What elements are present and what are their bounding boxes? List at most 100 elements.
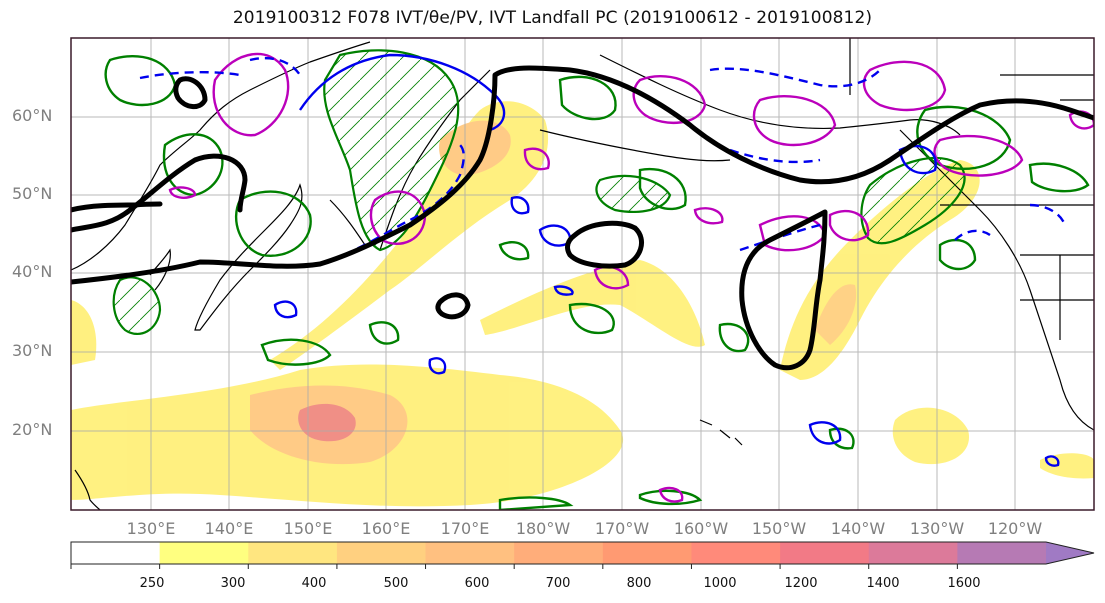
colorbar (70, 541, 1095, 569)
colorbar-segments (71, 542, 1047, 564)
colorbar-tick-label: 1000 (703, 576, 737, 591)
colorbar-segment (691, 542, 781, 564)
pc-contour (752, 95, 837, 147)
lat-label: 50°N (12, 184, 53, 203)
lon-label: 140°W (830, 519, 886, 538)
alaska-coast (599, 54, 961, 136)
japan-coast (194, 183, 303, 331)
lon-label: 130°E (126, 519, 176, 538)
asia-coast (71, 41, 371, 271)
pc-contour (693, 207, 724, 225)
pv-contour (1044, 455, 1060, 467)
lat-label: 30°N (12, 341, 53, 360)
colorbar-tick-label: 250 (139, 576, 165, 591)
colorbar-tick-label: 800 (626, 576, 652, 591)
pc-contour (828, 209, 870, 242)
ivt-japan-plume-core (439, 120, 511, 176)
pc-contour (369, 190, 427, 245)
colorbar-segment (336, 542, 427, 564)
colorbar-segment (71, 542, 161, 564)
lon-label: 140°E (204, 519, 254, 538)
pc-contour (523, 147, 550, 171)
colorbar-segment (780, 542, 870, 564)
pc-negative-contours (168, 52, 1094, 503)
theta-e-contour (71, 201, 163, 213)
colorbar-segment (514, 542, 604, 564)
ivt-east-plume-core (815, 284, 857, 345)
theta-e-contour (435, 292, 471, 320)
colorbar-tick-label: 300 (220, 576, 246, 591)
us-state-lines (1020, 254, 1094, 340)
colorbar-segment (957, 542, 1047, 564)
colorbar-segment (159, 542, 249, 564)
pv-contour (553, 285, 574, 296)
colorbar-tick-label: 400 (301, 576, 327, 591)
pc-contour (498, 241, 530, 261)
pc-contour (235, 190, 312, 257)
pv-contour (428, 357, 447, 375)
colorbar-tick-label: 1400 (866, 576, 900, 591)
pv-contour-dashed (954, 229, 991, 241)
lon-label: 150°E (283, 519, 333, 538)
hawaii-islands (699, 419, 743, 446)
map-frame (70, 37, 1095, 511)
map-title: 2019100312 F078 IVT/θe/PV, IVT Landfall … (232, 8, 873, 28)
pc-contour (568, 302, 615, 335)
lon-label: 150°W (751, 519, 807, 538)
ivt-west-edge (71, 300, 97, 365)
colorbar-tick-label: 1200 (784, 576, 818, 591)
aleutian-coast (539, 129, 731, 162)
pv-contour (808, 421, 842, 445)
colorbar-tick-label: 1600 (947, 576, 981, 591)
lon-label: 170°W (594, 519, 650, 538)
korea-coast (149, 248, 171, 291)
coastlines (71, 38, 1094, 510)
pc-contour (104, 55, 177, 107)
pc-contour (498, 496, 574, 510)
theta-e-contour (739, 209, 828, 371)
pc-contour (933, 134, 1024, 177)
pc-contour (828, 427, 855, 450)
pc-contour (162, 133, 224, 197)
pc-contour (558, 75, 617, 121)
pc-hatched-regions (112, 49, 966, 336)
lat-label: 20°N (12, 420, 53, 439)
kuril-coast (329, 199, 366, 246)
pc-contour (212, 52, 290, 137)
ivt-hawaii-blob (892, 407, 970, 465)
colorbar-tick-label: 600 (464, 576, 490, 591)
pc-contour (1028, 162, 1090, 193)
pv-contour (273, 300, 298, 319)
pv-contour-dashed (729, 148, 821, 164)
pc-contour (168, 186, 197, 199)
pv-contour (299, 53, 506, 132)
lon-label: 170°E (440, 519, 490, 538)
colorbar-segment (248, 542, 338, 564)
ivt-map (70, 37, 1095, 511)
lat-label: 40°N (12, 262, 53, 281)
lon-label: 120°W (987, 519, 1043, 538)
philippines-coast (74, 469, 101, 510)
colorbar-tick-label: 500 (383, 576, 409, 591)
colorbar-tick-marks (70, 564, 958, 569)
lon-label: 160°W (673, 519, 729, 538)
ivt-tropical-max (298, 403, 356, 442)
pv-contour-dashed (709, 67, 881, 88)
pv-contour-dashed (139, 70, 241, 80)
lat-label: 60°N (12, 106, 53, 125)
lon-label: 160°E (361, 519, 411, 538)
pc-contour (718, 322, 750, 353)
colorbar-segment (868, 542, 958, 564)
pv-contour-dashed (249, 56, 301, 76)
lon-label: 130°W (909, 519, 965, 538)
theta-e-contour (71, 153, 248, 233)
pv-contour (510, 196, 530, 215)
pv-contour-dashed (1029, 203, 1067, 226)
theta-e-contour (565, 220, 644, 269)
pc-hatch-region (112, 276, 162, 336)
pc-contour (260, 338, 332, 366)
pc-contour (658, 486, 684, 503)
colorbar-segment (425, 542, 515, 564)
colorbar-segment (602, 542, 692, 564)
colorbar-extend-arrow (1046, 542, 1094, 564)
